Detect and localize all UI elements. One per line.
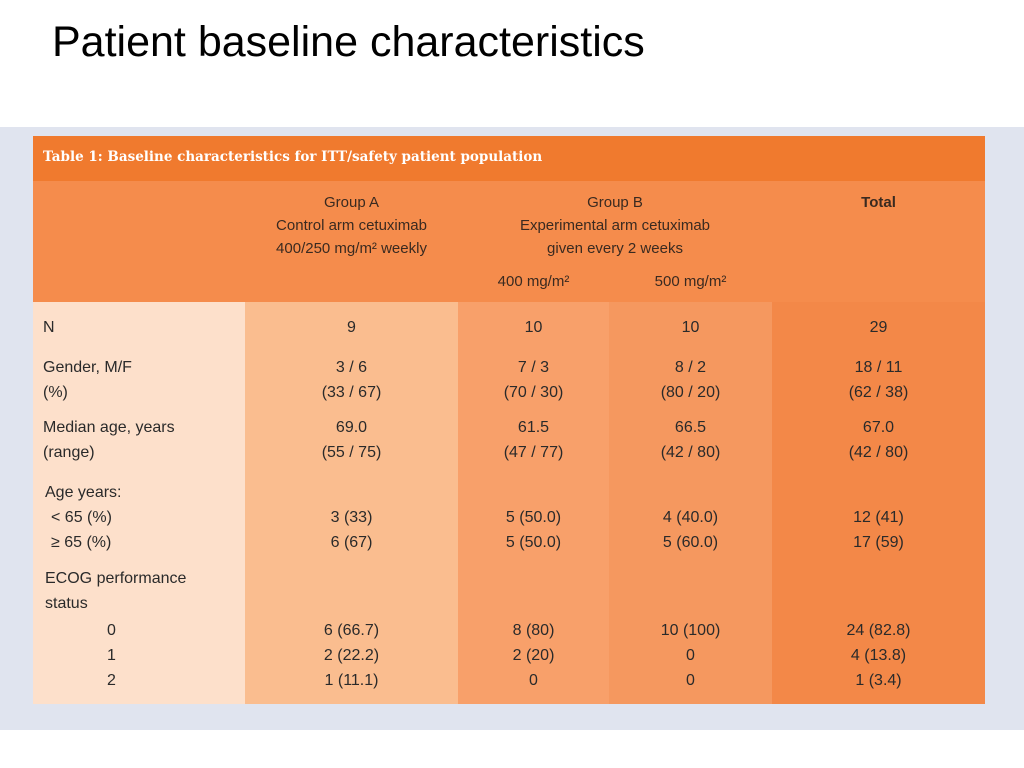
cell: 66.5 (42 / 80) bbox=[660, 419, 721, 461]
row-label-ecog: ECOG performance status bbox=[45, 570, 187, 612]
cell: 61.5 (47 / 77) bbox=[503, 419, 564, 461]
group-b-400-column bbox=[458, 302, 609, 704]
row-label-age-years: Age years: < 65 (%) ≥ 65 (%) bbox=[45, 484, 122, 551]
total-column bbox=[772, 302, 985, 704]
cell: 67.0 (42 / 80) bbox=[848, 419, 909, 461]
slide-title: Patient baseline characteristics bbox=[52, 18, 645, 66]
row-label-n: N bbox=[43, 319, 55, 336]
table-caption: Table 1: Baseline characteristics for IT… bbox=[43, 149, 543, 165]
label-column bbox=[33, 302, 245, 704]
ecog-levels: 0 1 2 bbox=[107, 622, 116, 689]
cell: 3 / 6 (33 / 67) bbox=[321, 359, 382, 401]
cell: 8 (80) 2 (20) 0 bbox=[512, 622, 555, 689]
table-caption-bar: Table 1: Baseline characteristics for IT… bbox=[33, 136, 985, 181]
group-a-column bbox=[245, 302, 458, 704]
cell: 24 (82.8) 4 (13.8) 1 (3.4) bbox=[846, 622, 911, 689]
row-label-median-age: Median age, years (range) bbox=[43, 419, 175, 461]
baseline-table: Table 1: Baseline characteristics for IT… bbox=[33, 136, 985, 704]
dose-500-header: 500 mg/m² bbox=[654, 273, 727, 290]
cell: 4 (40.0) 5 (60.0) bbox=[662, 509, 719, 551]
cell: 10 bbox=[681, 319, 700, 336]
cell: 18 / 11 (62 / 38) bbox=[848, 359, 909, 401]
table-header bbox=[33, 181, 985, 302]
cell: 3 (33) 6 (67) bbox=[330, 509, 373, 551]
group-b-header: Group B Experimental arm cetuximab given… bbox=[519, 194, 711, 257]
cell: 8 / 2 (80 / 20) bbox=[660, 359, 721, 401]
cell: 69.0 (55 / 75) bbox=[321, 419, 382, 461]
cell: 10 (100) 0 0 bbox=[660, 622, 721, 689]
cell: 12 (41) 17 (59) bbox=[853, 509, 904, 551]
row-label-gender: Gender, M/F (%) bbox=[43, 359, 132, 401]
cell: 10 bbox=[524, 319, 543, 336]
cell: 7 / 3 (70 / 30) bbox=[503, 359, 564, 401]
group-a-header: Group A Control arm cetuximab 400/250 mg… bbox=[276, 194, 427, 257]
group-b-500-column bbox=[609, 302, 772, 704]
cell: 5 (50.0) 5 (50.0) bbox=[505, 509, 562, 551]
cell: 6 (66.7) 2 (22.2) 1 (11.1) bbox=[323, 622, 380, 689]
cell: 9 bbox=[347, 319, 356, 336]
cell: 29 bbox=[869, 319, 888, 336]
total-header: Total bbox=[861, 194, 896, 211]
dose-400-header: 400 mg/m² bbox=[497, 273, 570, 290]
